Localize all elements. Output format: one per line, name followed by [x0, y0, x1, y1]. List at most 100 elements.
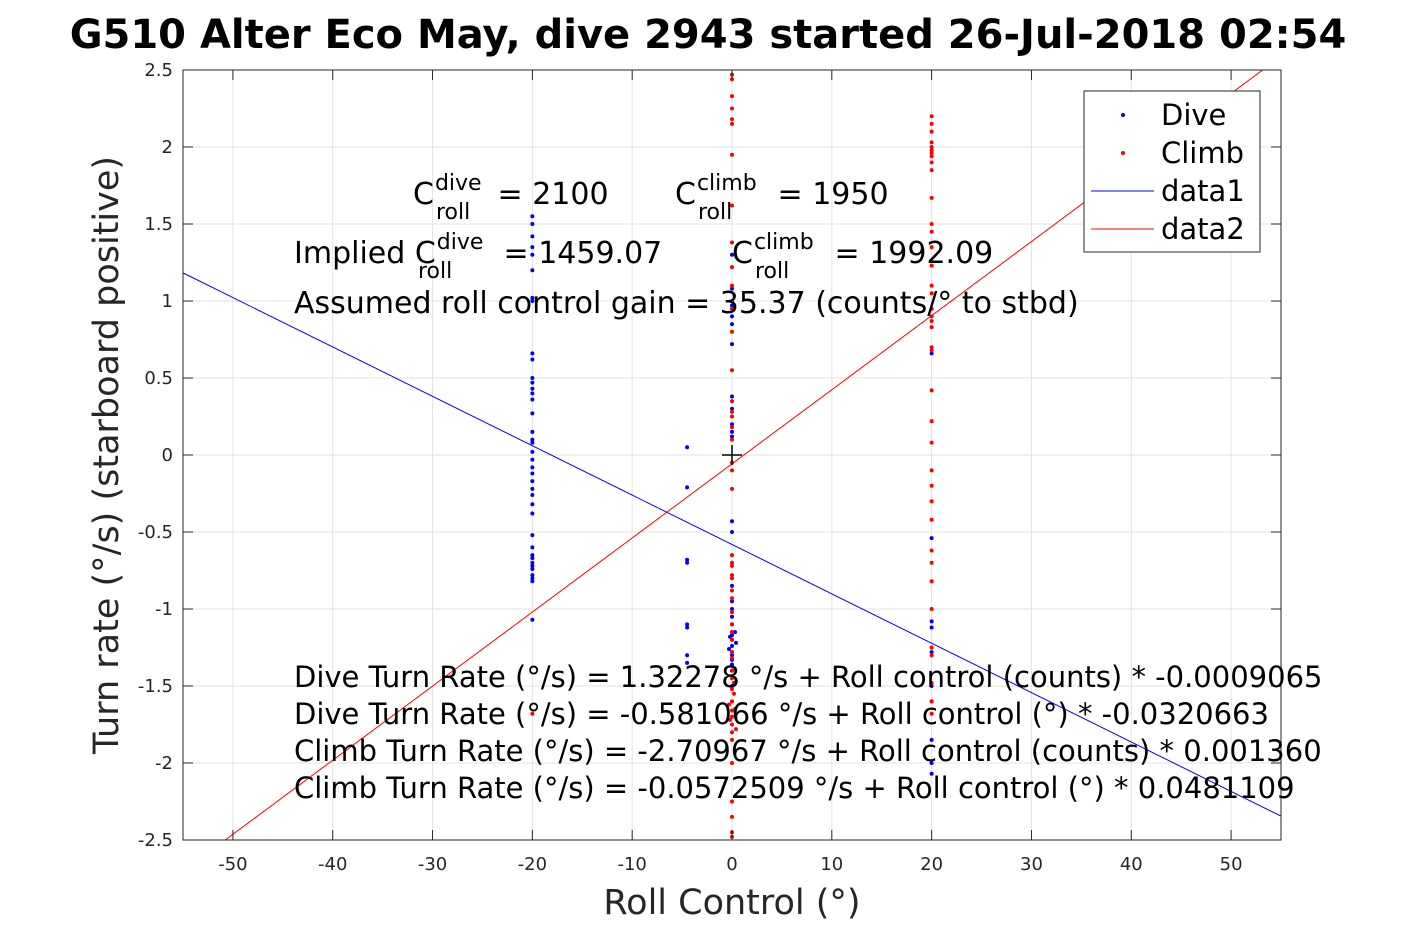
data-point-climb: [929, 517, 934, 522]
y-tick-label: 2: [162, 137, 173, 158]
c-climb-sub: roll: [698, 200, 732, 225]
data-point-dive: [929, 619, 934, 624]
data-point-climb: [731, 691, 736, 696]
data-point-dive: [727, 647, 732, 652]
data-point-climb: [730, 106, 734, 111]
x-tick-label: -50: [218, 854, 247, 875]
data-point-dive: [730, 422, 734, 427]
data-point-dive: [730, 342, 734, 347]
y-tick-label: 0: [162, 445, 173, 466]
data-point-climb: [929, 263, 934, 268]
data-point-climb: [730, 425, 734, 430]
x-tick-label: 30: [1020, 854, 1043, 875]
data-point-climb: [730, 553, 734, 558]
data-point-climb: [730, 576, 734, 581]
data-point-dive: [730, 252, 734, 257]
data-point-dive: [530, 252, 535, 257]
data-point-climb: [929, 151, 934, 156]
y-tick-label: 1: [162, 291, 173, 312]
data-point-climb: [929, 168, 934, 173]
x-tick-label: 50: [1220, 854, 1243, 875]
data-point-dive: [530, 440, 535, 445]
data-point-climb: [730, 622, 734, 627]
data-point-climb: [730, 368, 734, 373]
equation-4: Climb Turn Rate (°/s) = -0.0572509 °/s +…: [294, 771, 1295, 805]
y-tick-label: -0.5: [138, 522, 173, 543]
implied-dive-annotation: Implied Cdive roll = 1459.07: [294, 230, 662, 284]
data-point-dive: [530, 457, 535, 462]
center-marker: [722, 445, 742, 465]
data-point-climb: [929, 314, 934, 319]
c-dive-sup: dive: [435, 171, 482, 196]
data-point-dive: [730, 643, 734, 648]
data-point-climb: [730, 596, 734, 601]
data-point-climb: [730, 486, 734, 491]
data-point-climb: [730, 699, 734, 704]
data-point-climb: [730, 563, 734, 568]
data-point-climb: [929, 345, 934, 350]
data-point-climb: [929, 680, 934, 685]
data-point-dive: [530, 511, 535, 516]
data-point-dive: [530, 234, 535, 239]
data-point-climb: [929, 607, 934, 611]
data-point-climb: [730, 588, 734, 593]
data-point-climb: [730, 414, 734, 419]
data-point-dive: [685, 485, 690, 490]
data-point-climb: [929, 114, 934, 119]
data-point-climb: [730, 610, 734, 615]
data-point-climb: [730, 722, 734, 727]
data-point-climb: [730, 152, 734, 157]
axis-ticks: -50 -40 -30 -20 -10 0 10 20 30 40 50 2.5 2 1.5 1 0.5 0 -0…: [138, 60, 1281, 875]
c-dive-sub: roll: [436, 200, 470, 225]
data-point-climb: [929, 245, 934, 250]
data-point-climb: [929, 140, 934, 145]
data-point-dive: [530, 533, 535, 538]
data-point-dive: [530, 295, 535, 300]
data-point-dive: [929, 536, 934, 541]
data-point-dive: [530, 299, 535, 303]
y-tick-label: 0.5: [144, 368, 173, 389]
data-point-dive: [730, 607, 734, 611]
c-dive-base: C: [413, 177, 434, 212]
c-climb-base: C: [675, 177, 696, 212]
data-point-dive: [730, 684, 734, 688]
data-point-dive: [530, 411, 535, 416]
data-point-climb: [730, 668, 734, 673]
x-tick-label: -40: [318, 854, 347, 875]
y-tick-label: -2: [155, 753, 173, 774]
data-point-climb: [929, 195, 934, 200]
data-point-climb: [929, 148, 934, 153]
data-point-climb: [929, 348, 934, 353]
data-point-dive: [530, 563, 535, 568]
data-point-dive: [730, 614, 734, 619]
implied-climb-sup: climb: [754, 230, 814, 255]
legend-marker-climb: [1121, 151, 1125, 155]
data-point-dive: [730, 434, 734, 439]
data-point-dive: [929, 684, 934, 688]
data-point-dive: [685, 660, 690, 665]
c-climb-annotation: Cclimb roll = 1950: [675, 171, 889, 225]
data-point-dive: [530, 493, 535, 498]
data-point-climb: [730, 637, 734, 642]
x-tick-label: 10: [820, 854, 843, 875]
data-point-dive: [929, 650, 934, 655]
data-point-dive: [530, 380, 535, 385]
data-point-dive: [530, 214, 535, 219]
implied-climb-value: = 1992.09: [825, 236, 993, 271]
data-point-dive: [530, 397, 535, 402]
c-climb-value: = 1950: [768, 177, 889, 212]
data-point-dive: [728, 634, 733, 639]
data-point-dive: [730, 322, 734, 327]
data-point-dive: [530, 579, 535, 584]
chart-title: G510 Alter Eco May, dive 2943 started 26…: [70, 12, 1347, 58]
data-point-climb: [929, 154, 934, 159]
legend-label-data1: data1: [1161, 174, 1245, 208]
data-point-dive: [530, 449, 535, 454]
data-point-climb: [730, 708, 734, 713]
data-point-dive: [685, 560, 690, 565]
data-point-climb: [929, 306, 934, 311]
data-point-dive: [685, 653, 690, 658]
data-point-dive: [929, 771, 934, 776]
data-point-climb: [733, 727, 738, 732]
data-point-dive: [730, 314, 734, 319]
